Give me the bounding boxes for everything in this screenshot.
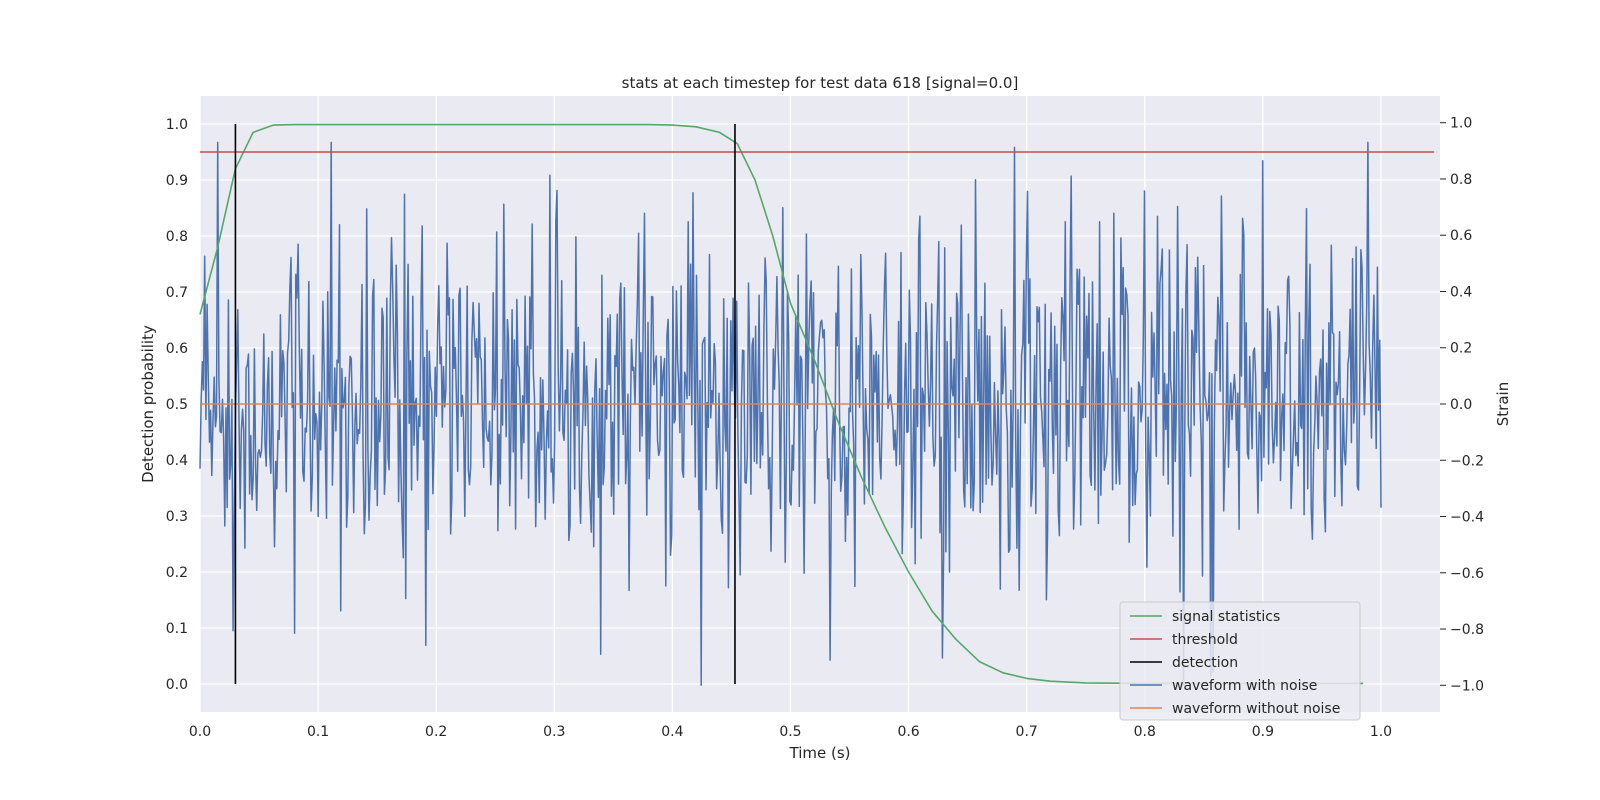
x-tick-label: 0.6 [897,724,919,740]
legend-label-waveform-with-noise: waveform with noise [1172,678,1317,694]
y-right-tick-label: −0.8 [1450,622,1484,638]
legend: signal statistics threshold detection wa… [1119,601,1361,721]
y-right-tick-label: −1.0 [1450,678,1484,694]
y-tick-label: 0.0 [166,677,188,693]
legend-label-detection: detection [1172,655,1238,671]
y-right-tick-label: 1.0 [1450,116,1472,132]
y-right-tick-label: −0.6 [1450,566,1484,582]
y-right-tick-label: 0.0 [1450,397,1472,413]
y-axis-right: −1.0 −0.8 −0.6 −0.4 −0.2 0.0 0.2 0.4 0.6 0.8 1.0 [1440,116,1484,694]
legend-label-waveform-without-noise: waveform without noise [1172,701,1340,717]
x-tick-label: 0.7 [1016,724,1038,740]
legend-label-threshold: threshold [1172,632,1238,648]
y-right-tick-label: −0.2 [1450,453,1484,469]
y-tick-label: 0.6 [166,341,188,357]
y-tick-label: 0.8 [166,229,188,245]
series-signal-statistics [199,123,1364,685]
y-right-tick-label: 0.8 [1450,172,1472,188]
legend-label-signal-statistics: signal statistics [1172,609,1280,625]
y-right-tick-label: 0.2 [1450,341,1472,357]
x-axis: 0.0 0.1 0.2 0.3 0.4 0.5 0.6 0.7 0.8 0.9 1.0 [189,724,1392,740]
series-waveform-with-noise [199,141,1382,687]
y-right-tick-label: 0.4 [1450,284,1472,300]
x-tick-label: 0.4 [661,724,683,740]
y-tick-label: 0.3 [166,509,188,525]
y-tick-label: 0.4 [166,453,188,469]
chart-title: stats at each timestep for test data 618… [622,74,1019,92]
legend-box [1119,601,1361,721]
y-tick-label: 0.5 [166,397,188,413]
x-tick-label: 0.0 [189,724,211,740]
y-tick-label: 1.0 [166,117,188,133]
y-tick-label: 0.7 [166,285,188,301]
x-tick-label: 0.5 [779,724,801,740]
y-axis-left: 0.0 0.1 0.2 0.3 0.4 0.5 0.6 0.7 0.8 0.9 1.0 [166,117,188,693]
y-axis-label: Detection probability [139,325,157,483]
x-tick-label: 1.0 [1370,724,1392,740]
y-tick-label: 0.1 [166,621,188,637]
y-tick-label: 0.9 [166,173,188,189]
x-tick-label: 0.1 [307,724,329,740]
x-tick-label: 0.9 [1252,724,1274,740]
x-tick-label: 0.2 [425,724,447,740]
y-axis-right-label: Strain [1494,382,1512,426]
y-right-tick-label: 0.6 [1450,228,1472,244]
series-layer [199,123,1435,687]
x-axis-label: Time (s) [789,744,851,762]
y-right-tick-label: −0.4 [1450,510,1484,526]
y-tick-label: 0.2 [166,565,188,581]
x-tick-label: 0.8 [1134,724,1156,740]
x-tick-label: 0.3 [543,724,565,740]
